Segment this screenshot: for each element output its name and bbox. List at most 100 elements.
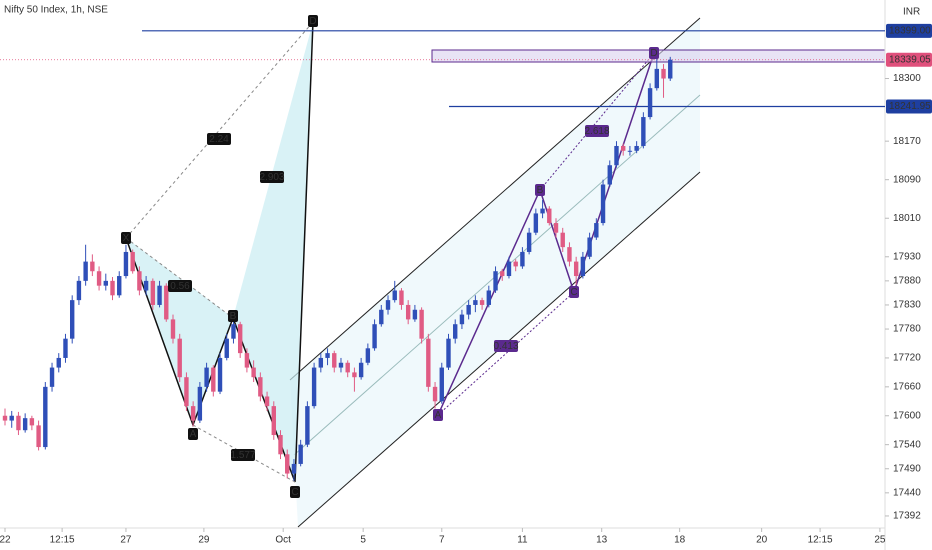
y-tick-label: 18300 bbox=[893, 73, 921, 84]
currency: INR bbox=[903, 7, 920, 18]
y-tick-label: 18010 bbox=[893, 213, 921, 224]
candle-body bbox=[278, 435, 283, 455]
candle-body bbox=[419, 309, 424, 339]
candle-body bbox=[567, 247, 572, 262]
candle-body bbox=[83, 261, 88, 281]
candle-body bbox=[668, 59, 673, 79]
candle-body bbox=[56, 357, 61, 368]
candle-body bbox=[204, 367, 209, 387]
candle-body bbox=[466, 304, 471, 315]
channel-upper bbox=[289, 17, 701, 381]
candle-body bbox=[547, 208, 552, 224]
candle-body bbox=[305, 406, 310, 445]
point-label: D bbox=[650, 48, 657, 59]
pattern-ratio-line bbox=[437, 291, 575, 416]
candle-body bbox=[641, 117, 646, 146]
candle-body bbox=[63, 338, 68, 358]
candle-body bbox=[157, 285, 162, 305]
level-label: 18399.00 bbox=[889, 25, 931, 36]
candle-body bbox=[486, 290, 492, 305]
x-tick-label: 20 bbox=[756, 535, 768, 546]
candle-body bbox=[150, 280, 156, 305]
candle-body bbox=[311, 367, 317, 407]
candle-body bbox=[600, 184, 606, 224]
candle-body bbox=[627, 150, 633, 152]
candle-body bbox=[170, 319, 176, 339]
x-tick-label: 5 bbox=[360, 535, 366, 546]
candle-body bbox=[379, 309, 384, 325]
pattern-ratio-line bbox=[192, 424, 296, 483]
candle-body bbox=[607, 165, 612, 185]
candle-body bbox=[493, 271, 498, 291]
point-label-bg bbox=[649, 47, 659, 59]
candle-body bbox=[9, 415, 14, 421]
candle-body bbox=[520, 251, 525, 267]
candle-body bbox=[231, 324, 236, 339]
candle-body bbox=[110, 280, 115, 296]
point-label: A bbox=[435, 410, 442, 421]
candle-body bbox=[560, 232, 565, 248]
ratio-label-bg bbox=[231, 449, 255, 461]
level-label-bg bbox=[886, 99, 932, 114]
level-label: 18339.05 bbox=[889, 54, 931, 65]
x-tick-label: 22 bbox=[0, 535, 11, 546]
candle-body bbox=[614, 145, 619, 166]
candle-body bbox=[264, 396, 270, 407]
candle-body bbox=[271, 406, 276, 436]
point-label: X bbox=[123, 233, 130, 244]
level-label: 18241.95 bbox=[889, 101, 931, 112]
candle-body bbox=[385, 300, 391, 310]
candle-body bbox=[453, 324, 458, 339]
x-tick-label: Oct bbox=[275, 535, 291, 546]
ratio-label: 1.577 bbox=[230, 450, 255, 461]
candle-body bbox=[298, 444, 303, 464]
candle-body bbox=[29, 418, 35, 426]
candle-body bbox=[399, 290, 404, 305]
pattern-ratio-line bbox=[125, 237, 234, 319]
y-tick-label: 18170 bbox=[893, 136, 921, 147]
candle-body bbox=[96, 271, 102, 286]
y-tick-label: 17720 bbox=[893, 353, 921, 364]
candle-body bbox=[318, 357, 324, 368]
candle-body bbox=[500, 271, 505, 277]
candle-body bbox=[177, 338, 182, 378]
candle-body bbox=[244, 353, 250, 368]
y-tick-label: 17780 bbox=[893, 324, 921, 335]
candle-body bbox=[432, 386, 438, 402]
y-tick-label: 17660 bbox=[893, 381, 921, 392]
ratio-label: 2.618 bbox=[584, 126, 609, 137]
point-label-bg bbox=[188, 428, 198, 440]
ratio-label: 0.413 bbox=[493, 341, 518, 352]
ratio-label-bg bbox=[260, 171, 284, 183]
candle-body bbox=[184, 377, 189, 407]
candle-body bbox=[137, 271, 142, 291]
candle-body bbox=[594, 223, 599, 238]
y-tick-label: 17440 bbox=[893, 487, 921, 498]
candle-body bbox=[285, 454, 290, 474]
candle-body bbox=[412, 309, 418, 320]
candle-body bbox=[553, 223, 559, 233]
candle-body bbox=[237, 324, 243, 354]
candle-body bbox=[580, 256, 586, 277]
candle-body bbox=[479, 300, 485, 305]
point-label: C bbox=[570, 287, 577, 298]
y-tick-label: 17392 bbox=[893, 511, 921, 522]
ratio-label-bg bbox=[494, 340, 518, 352]
y-tick-label: 17540 bbox=[893, 439, 921, 450]
point-label: B bbox=[537, 185, 544, 196]
y-tick-label: 17600 bbox=[893, 410, 921, 421]
candle-body bbox=[332, 353, 337, 368]
candle-body bbox=[211, 367, 216, 392]
candle-body bbox=[69, 300, 75, 339]
candle-body bbox=[291, 463, 297, 474]
point-label-bg bbox=[121, 232, 131, 244]
chart-title: Nifty 50 Index, 1h, NSE bbox=[4, 5, 108, 16]
y-tick-label: 18090 bbox=[893, 174, 921, 185]
candle-body bbox=[258, 377, 263, 397]
point-label-bg bbox=[308, 15, 318, 27]
candle-body bbox=[2, 415, 8, 421]
candle-body bbox=[506, 261, 512, 277]
candle-body bbox=[76, 280, 82, 301]
point-label-bg bbox=[535, 184, 545, 196]
